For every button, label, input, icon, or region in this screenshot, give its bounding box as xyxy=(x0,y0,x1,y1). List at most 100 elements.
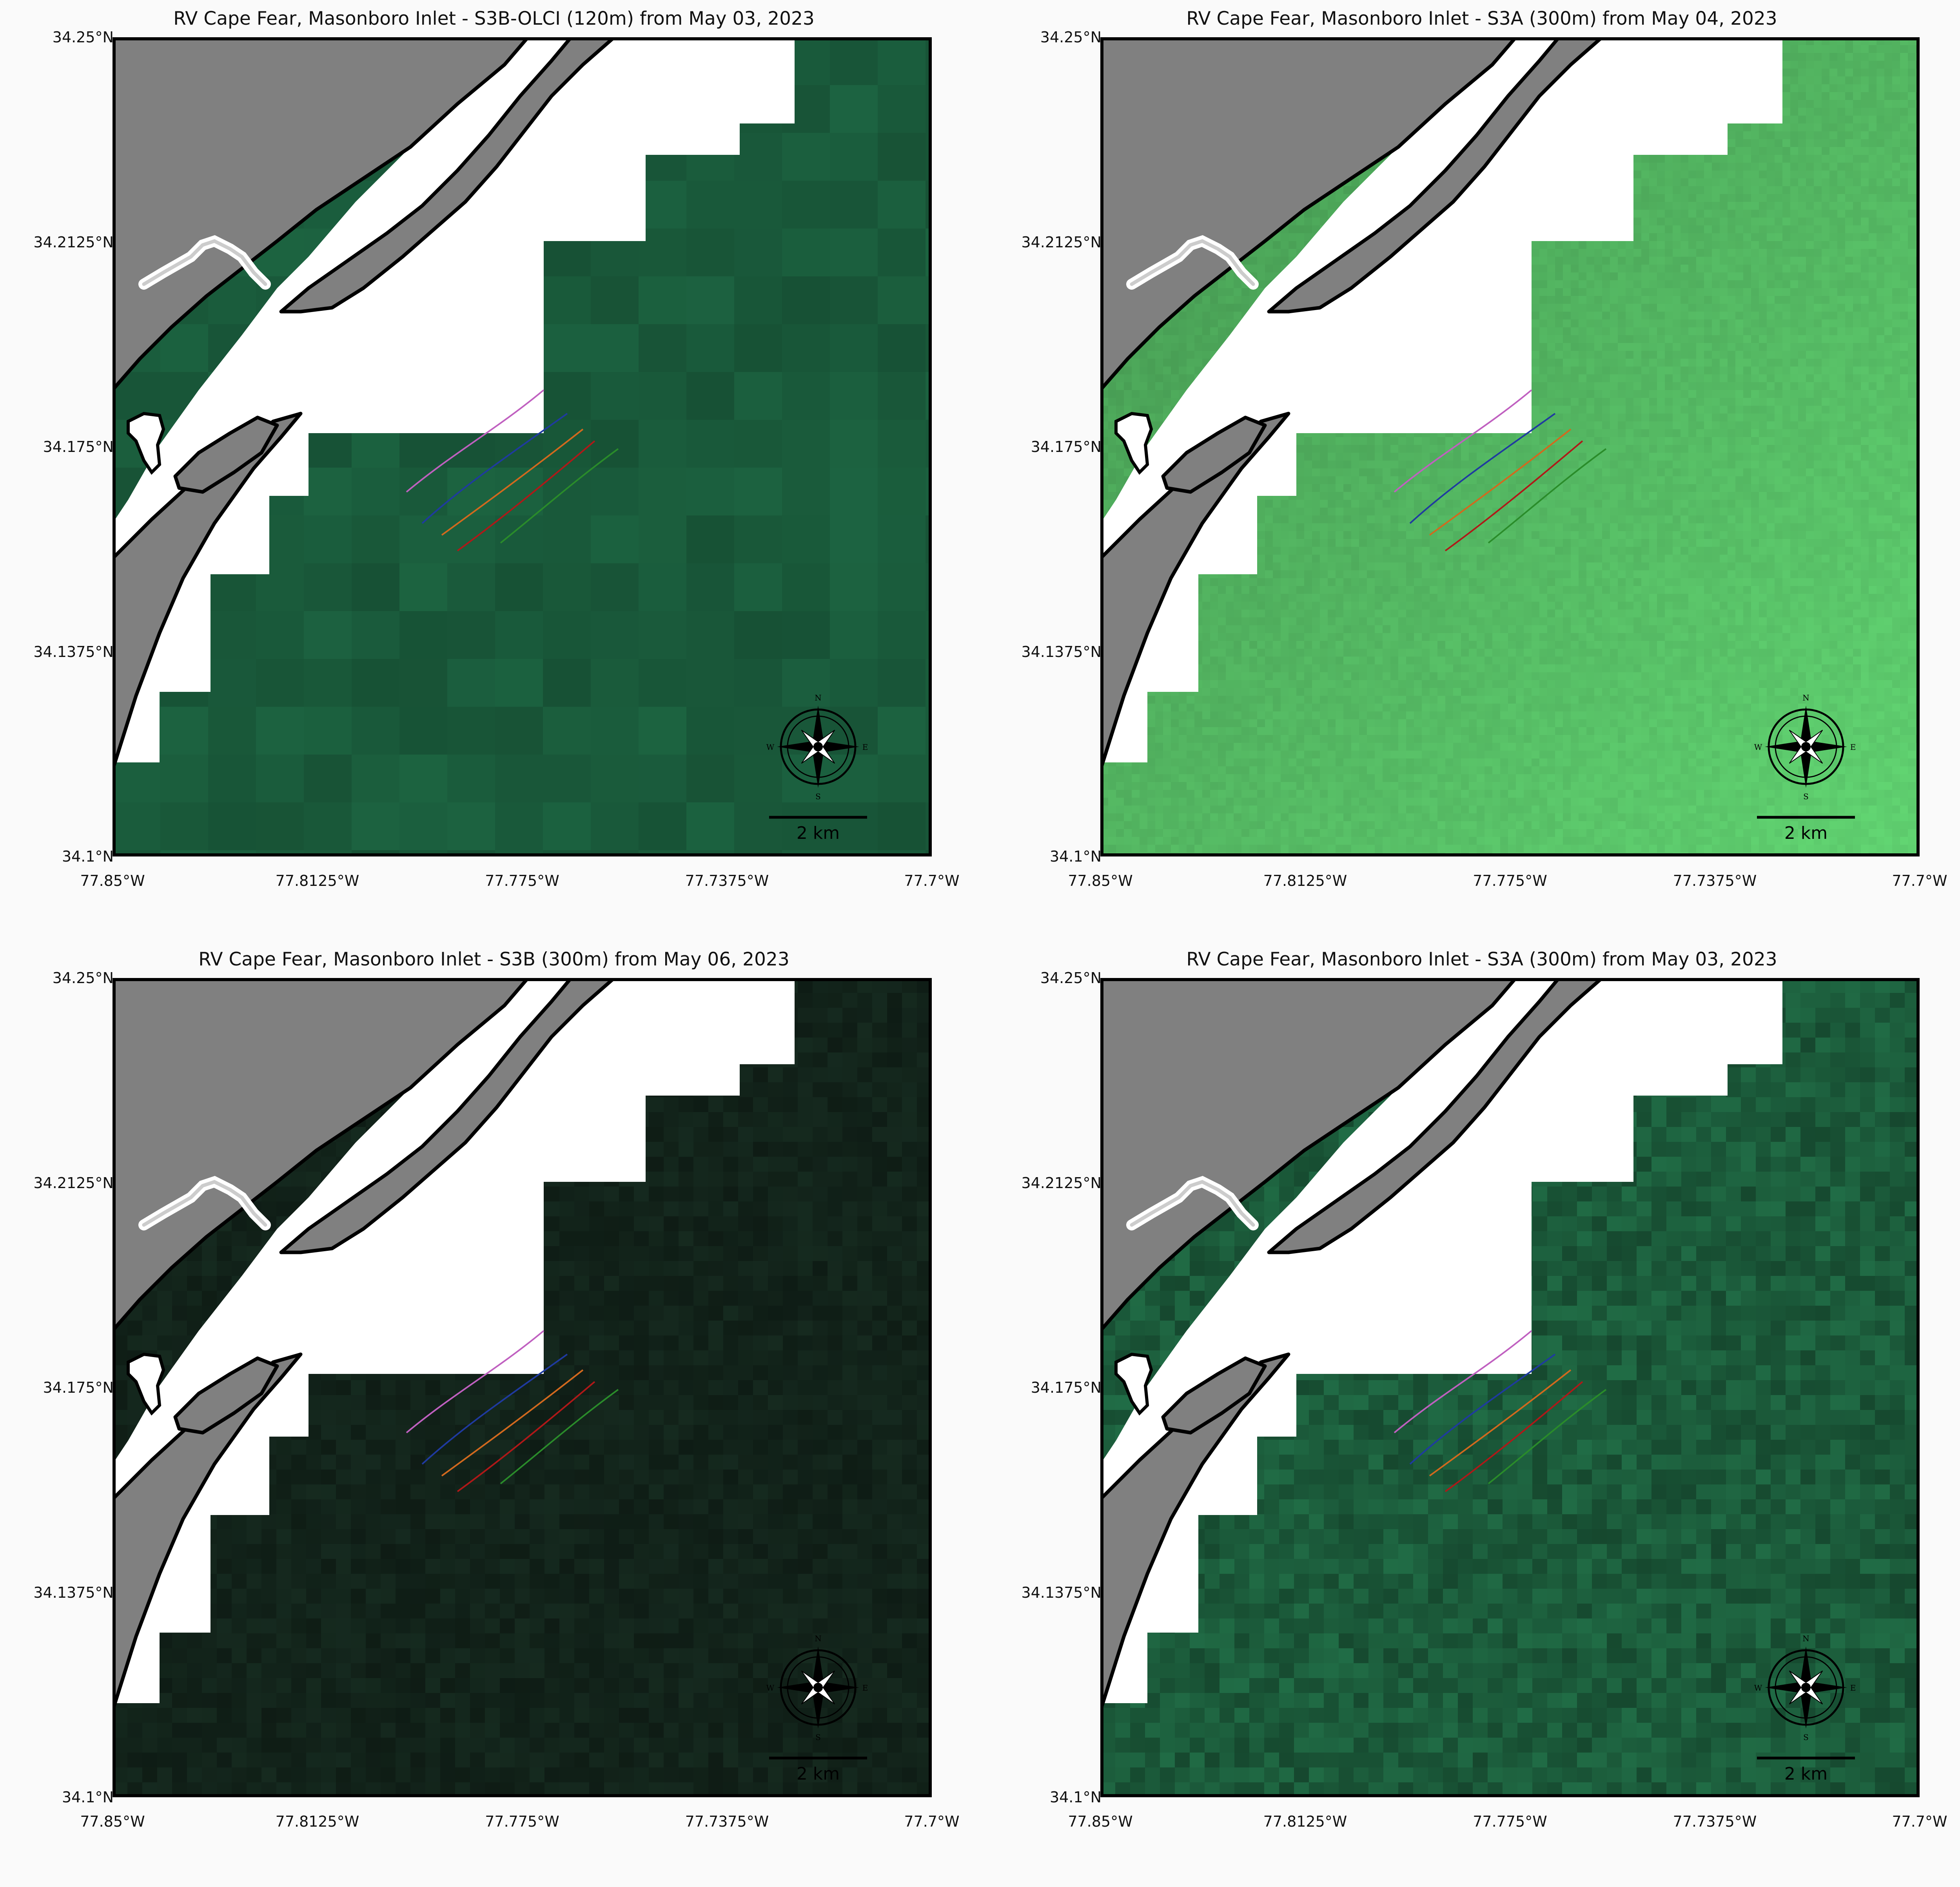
compass-letter: E xyxy=(1850,1683,1856,1693)
marsh-island xyxy=(1161,1356,1267,1435)
compass-rose-icon: N E S W xyxy=(766,1634,868,1742)
scale-bar-label: 2 km xyxy=(1784,823,1828,843)
y-tick-label: 34.2125°N xyxy=(1021,233,1102,251)
transect-line-5 xyxy=(1488,1389,1607,1484)
tidal-creek xyxy=(138,235,271,290)
inlet-channel xyxy=(127,1352,165,1416)
transect-line-3 xyxy=(1429,1369,1572,1477)
no-data-region xyxy=(1100,978,1782,1723)
map-frame xyxy=(113,37,932,856)
tidal-creek-edge xyxy=(142,239,267,286)
transect-line-4 xyxy=(457,440,595,552)
no-data-region xyxy=(113,978,795,1723)
transect-line-4 xyxy=(1445,1381,1583,1492)
tidal-creek xyxy=(1126,1176,1259,1230)
transect-line-3 xyxy=(441,1369,584,1477)
x-tick-label: 77.775°W xyxy=(1473,1813,1547,1830)
transect-line-5 xyxy=(500,448,619,544)
map-frame xyxy=(1100,978,1920,1797)
tidal-creek xyxy=(138,1176,271,1230)
compass-letter: E xyxy=(1850,742,1856,752)
compass-letter: W xyxy=(1754,742,1762,752)
compass-letter: N xyxy=(815,1634,822,1643)
map-panel-4: RV Cape Fear, Masonboro Inlet - S3A (300… xyxy=(988,941,1960,1882)
panel-title: RV Cape Fear, Masonboro Inlet - S3B-OLCI… xyxy=(173,8,815,29)
y-tick-label: 34.1375°N xyxy=(1021,1584,1102,1601)
transect-line-3 xyxy=(441,428,584,536)
ship-transects xyxy=(406,389,619,552)
transect-line-1 xyxy=(1394,389,1532,493)
transect-line-2 xyxy=(421,413,568,524)
compass-letter: S xyxy=(1803,1733,1809,1742)
y-tick-label: 34.1375°N xyxy=(33,1584,114,1601)
barrier-island-north xyxy=(1267,978,1604,1254)
y-tick-label: 34.2125°N xyxy=(33,233,114,251)
y-tick-label: 34.2125°N xyxy=(33,1174,114,1192)
marsh-island xyxy=(173,416,279,494)
x-tick-label: 77.7375°W xyxy=(685,872,769,889)
panel-title: RV Cape Fear, Masonboro Inlet - S3A (300… xyxy=(1186,949,1777,970)
compass-rose-icon: N E S W xyxy=(766,693,868,801)
transect-line-1 xyxy=(1394,1330,1532,1433)
y-tick-label: 34.1°N xyxy=(1049,848,1102,865)
mainland xyxy=(1100,978,1518,1333)
panel-title: RV Cape Fear, Masonboro Inlet - S3A (300… xyxy=(1186,8,1777,29)
map-area: N E S W 2 km xyxy=(113,37,932,856)
transect-line-2 xyxy=(1409,413,1556,524)
compass-letter: W xyxy=(766,1683,775,1693)
marsh-island xyxy=(1161,416,1267,494)
no-data-region xyxy=(1100,37,1782,782)
tidal-creek xyxy=(1126,235,1259,290)
transect-line-2 xyxy=(1409,1354,1556,1465)
y-tick-label: 34.1°N xyxy=(62,848,114,865)
transect-line-4 xyxy=(457,1381,595,1492)
map-frame xyxy=(1100,37,1920,856)
transect-line-5 xyxy=(500,1389,619,1484)
transect-line-1 xyxy=(406,389,544,493)
scale-bar-label: 2 km xyxy=(797,1764,840,1784)
y-tick-label: 34.175°N xyxy=(43,438,114,455)
barrier-island-north xyxy=(279,978,616,1254)
ship-transects xyxy=(1394,389,1607,552)
ship-transects xyxy=(406,1330,619,1492)
x-tick-label: 77.775°W xyxy=(1473,872,1547,889)
compass-letter: E xyxy=(862,1683,868,1693)
y-tick-label: 34.175°N xyxy=(1031,438,1102,455)
scale-bar-label: 2 km xyxy=(1784,1764,1828,1784)
inlet-channel xyxy=(127,412,165,475)
compass-letter: N xyxy=(1802,693,1809,702)
compass-letter: N xyxy=(815,693,822,702)
y-tick-label: 34.25°N xyxy=(52,29,114,46)
compass-rose-icon: N E S W xyxy=(1754,693,1856,801)
no-data-region xyxy=(113,37,795,782)
x-tick-label: 77.85°W xyxy=(80,1813,145,1830)
panel-title: RV Cape Fear, Masonboro Inlet - S3B (300… xyxy=(198,949,789,970)
y-tick-label: 34.175°N xyxy=(43,1379,114,1396)
mainland xyxy=(1100,37,1518,392)
x-tick-label: 77.85°W xyxy=(1068,1813,1133,1830)
map-panel-3: RV Cape Fear, Masonboro Inlet - S3B (300… xyxy=(0,941,988,1882)
compass-letter: W xyxy=(1754,1683,1762,1693)
x-tick-label: 77.775°W xyxy=(485,872,559,889)
mainland xyxy=(113,37,530,392)
x-tick-label: 77.85°W xyxy=(80,872,145,889)
x-tick-label: 77.7°W xyxy=(904,1813,960,1830)
compass-rose-icon: N E S W xyxy=(1754,1634,1856,1742)
y-tick-label: 34.1375°N xyxy=(33,643,114,660)
y-tick-label: 34.25°N xyxy=(52,969,114,987)
transect-line-5 xyxy=(1488,448,1607,544)
x-tick-label: 77.7375°W xyxy=(1673,872,1757,889)
x-tick-label: 77.8125°W xyxy=(275,872,359,889)
x-tick-label: 77.7°W xyxy=(904,872,960,889)
inlet-channel xyxy=(1114,1352,1153,1416)
map-panel-1: RV Cape Fear, Masonboro Inlet - S3B-OLCI… xyxy=(0,0,988,941)
map-area: N E S W 2 km xyxy=(1100,978,1920,1797)
y-tick-label: 34.1375°N xyxy=(1021,643,1102,660)
barrier-island-north xyxy=(1267,37,1604,314)
transect-line-3 xyxy=(1429,428,1572,536)
compass-letter: S xyxy=(815,1733,821,1742)
x-tick-label: 77.775°W xyxy=(485,1813,559,1830)
marsh-island xyxy=(173,1356,279,1435)
map-area: N E S W 2 km xyxy=(1100,37,1920,856)
